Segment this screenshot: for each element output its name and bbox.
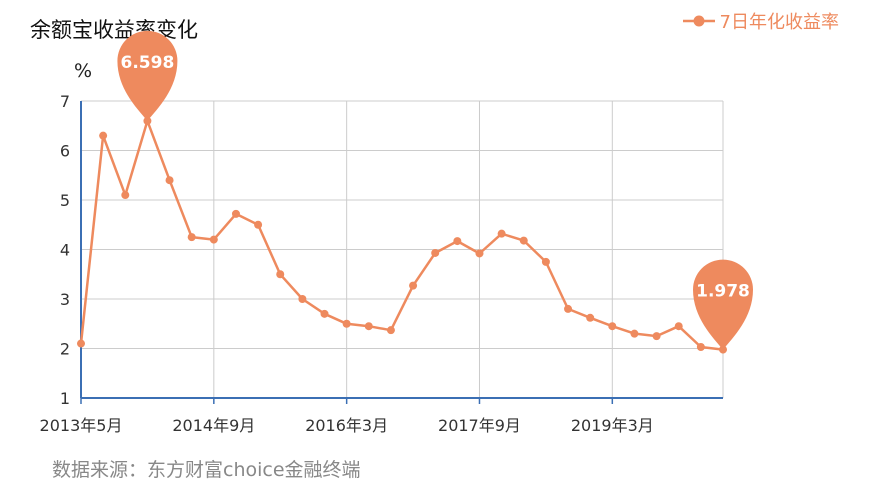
- x-tick-label: 2013年5月: [40, 416, 123, 435]
- data-point: [409, 281, 418, 290]
- data-point: [320, 309, 329, 318]
- data-point: [77, 339, 85, 348]
- data-point: [519, 236, 528, 245]
- x-tick-label: 2014年9月: [172, 416, 255, 435]
- data-point: [541, 257, 550, 266]
- data-point: [209, 235, 218, 244]
- callout-pin: [117, 30, 178, 121]
- data-point: [99, 131, 108, 140]
- data-point: [254, 220, 263, 229]
- data-point: [364, 322, 373, 331]
- data-point: [342, 319, 351, 328]
- x-tick-label: 2016年3月: [305, 416, 388, 435]
- data-point: [165, 176, 174, 185]
- data-point: [586, 313, 595, 322]
- series-line-7day-yield: [79, 119, 724, 351]
- data-point: [696, 343, 705, 352]
- x-tick-label: 2017年9月: [438, 416, 521, 435]
- legend-label: 7日年化收益率: [719, 12, 839, 33]
- data-point: [276, 270, 285, 279]
- data-point: [475, 249, 484, 258]
- y-axis-unit: %: [74, 60, 93, 82]
- data-point: [564, 304, 573, 313]
- y-tick-label: 1: [60, 389, 70, 408]
- data-point: [453, 237, 462, 246]
- y-tick-label: 6: [60, 142, 70, 161]
- callout-value-label: 6.598: [121, 53, 175, 73]
- y-tick-label: 3: [60, 290, 70, 309]
- data-point: [497, 229, 506, 238]
- data-point: [431, 248, 440, 257]
- callout-pin: [693, 259, 753, 350]
- callout-value-label: 1.978: [696, 282, 750, 302]
- data-point: [298, 295, 307, 303]
- chart-title: 余额宝收益率变化: [30, 18, 198, 42]
- data-point: [674, 322, 683, 331]
- data-point: [231, 209, 240, 218]
- data-point: [608, 322, 617, 331]
- data-point: [121, 191, 130, 200]
- y-tick-label: 7: [60, 92, 70, 111]
- data-point: [630, 329, 639, 338]
- legend-marker-icon: [682, 15, 715, 27]
- y-tick-label: 2: [60, 340, 70, 359]
- data-source: 数据来源：东方财富choice金融终端: [52, 459, 361, 481]
- y-tick-label: 4: [60, 241, 70, 260]
- data-point: [652, 332, 661, 341]
- data-point: [386, 326, 395, 335]
- y-tick-label: 5: [60, 191, 70, 210]
- data-point: [187, 233, 196, 242]
- legend[interactable]: 7日年化收益率: [682, 8, 839, 34]
- x-tick-label: 2019年3月: [571, 416, 654, 435]
